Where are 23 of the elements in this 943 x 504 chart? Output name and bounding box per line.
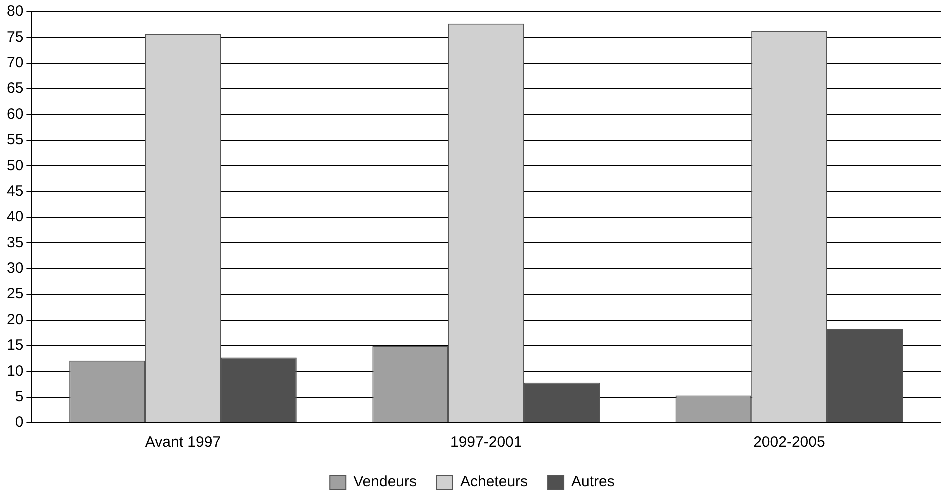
y-tick-label: 0	[15, 414, 24, 432]
legend-label: Vendeurs	[354, 474, 418, 491]
y-tick-label: 45	[6, 182, 24, 200]
x-tick-label: 2002-2005	[754, 434, 826, 452]
y-tick-label: 25	[6, 286, 24, 303]
x-tick-label: 1997-2001	[450, 434, 522, 452]
legend-label: Autres	[572, 474, 615, 491]
y-tick-label: 70	[6, 54, 24, 72]
y-tick-label: 50	[6, 157, 24, 174]
y-tick-label: 20	[6, 311, 24, 328]
y-tick-label: 65	[6, 80, 24, 98]
y-tick-label: 15	[6, 337, 24, 354]
y-tick-label: 75	[6, 28, 24, 46]
y-tick-label: 55	[6, 132, 24, 149]
y-tick-label: 80	[6, 3, 24, 20]
x-tick-label: Avant 1997	[145, 434, 222, 452]
y-tick-label: 35	[6, 234, 24, 252]
legend-label: Acheteurs	[460, 474, 528, 491]
y-tick-label: 5	[15, 388, 24, 406]
y-tick-label: 10	[6, 362, 24, 380]
y-tick-label: 60	[6, 106, 24, 123]
y-tick-label: 30	[6, 260, 24, 278]
y-tick-label: 40	[6, 208, 24, 226]
